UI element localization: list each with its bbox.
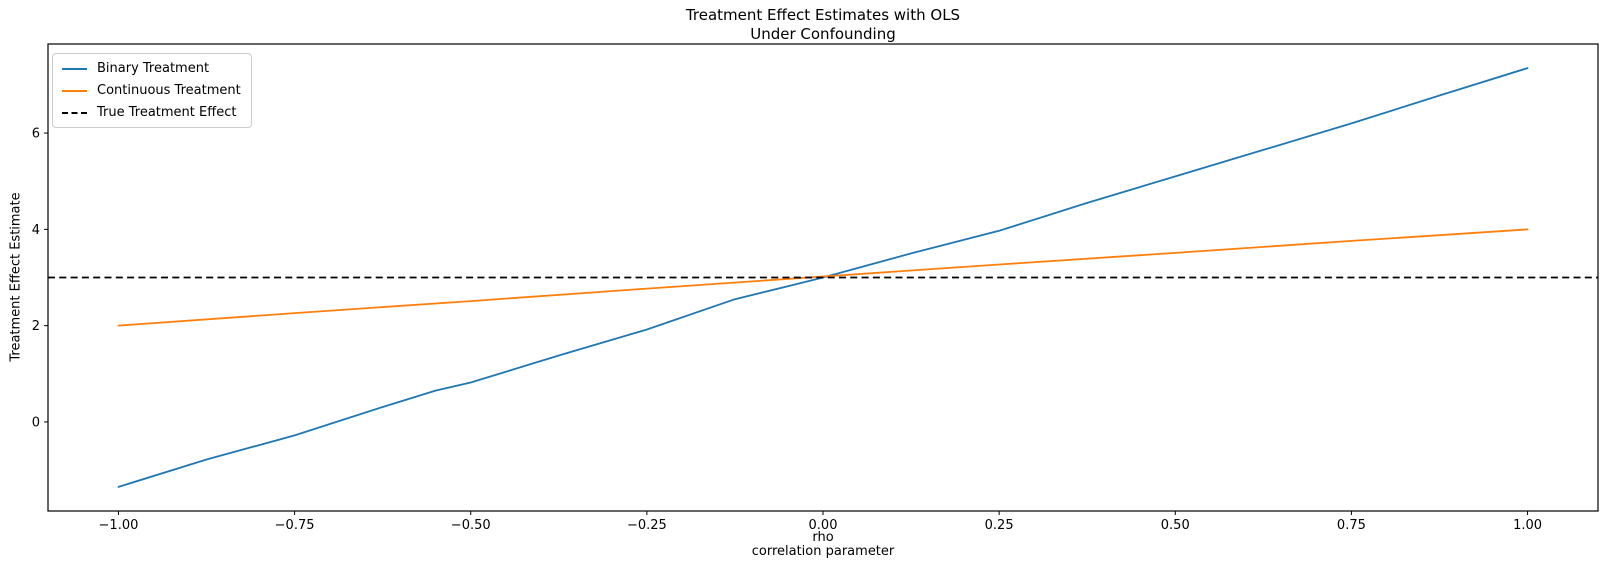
legend-label: Continuous Treatment <box>97 83 241 98</box>
y-tick-label: 4 <box>32 223 40 238</box>
x-tick-label: −1.00 <box>99 518 139 533</box>
x-tick-label: 1.00 <box>1513 518 1542 533</box>
y-tick-label: 2 <box>32 319 40 334</box>
axes-frame <box>47 43 1599 512</box>
chart-title-line2: Under Confounding <box>750 24 896 43</box>
x-tick-label: −0.75 <box>275 518 315 533</box>
x-axis-label-line1: rho <box>812 530 834 545</box>
y-tick-label: 0 <box>32 415 40 430</box>
legend: Binary Treatment Continuous Treatment True… <box>52 53 252 128</box>
x-tick-label: 0.00 <box>809 518 838 533</box>
y-tick-label: 6 <box>32 127 40 142</box>
legend-item-continuous-treatment: Continuous Treatment <box>62 83 241 98</box>
series-line-continuous-treatment <box>117 228 1529 327</box>
chart-title-line1: Treatment Effect Estimates with OLS <box>685 6 961 24</box>
x-tick-label: −0.50 <box>451 518 491 533</box>
x-tick-label: 0.50 <box>1161 518 1190 533</box>
x-tick-label: 0.75 <box>1337 518 1366 533</box>
x-tick-label: 0.25 <box>985 518 1014 533</box>
legend-line-sample <box>62 89 87 92</box>
x-axis-label-line2: correlation parameter <box>751 544 895 559</box>
legend-line-sample <box>62 111 87 114</box>
chart-title: Treatment Effect Estimates with OLS Unde… <box>48 6 1598 43</box>
legend-label: True Treatment Effect <box>97 105 237 120</box>
x-axis-label: rho correlation parameter <box>48 531 1598 559</box>
legend-label: Binary Treatment <box>97 61 210 76</box>
y-axis-label: Treatment Effect Estimate <box>8 192 24 362</box>
legend-item-binary-treatment: Binary Treatment <box>62 61 241 76</box>
legend-line-sample <box>62 67 87 70</box>
x-tick-label: −0.25 <box>627 518 667 533</box>
series-line-binary-treatment <box>117 67 1529 488</box>
legend-item-true-treatment-effect: True Treatment Effect <box>62 105 241 120</box>
